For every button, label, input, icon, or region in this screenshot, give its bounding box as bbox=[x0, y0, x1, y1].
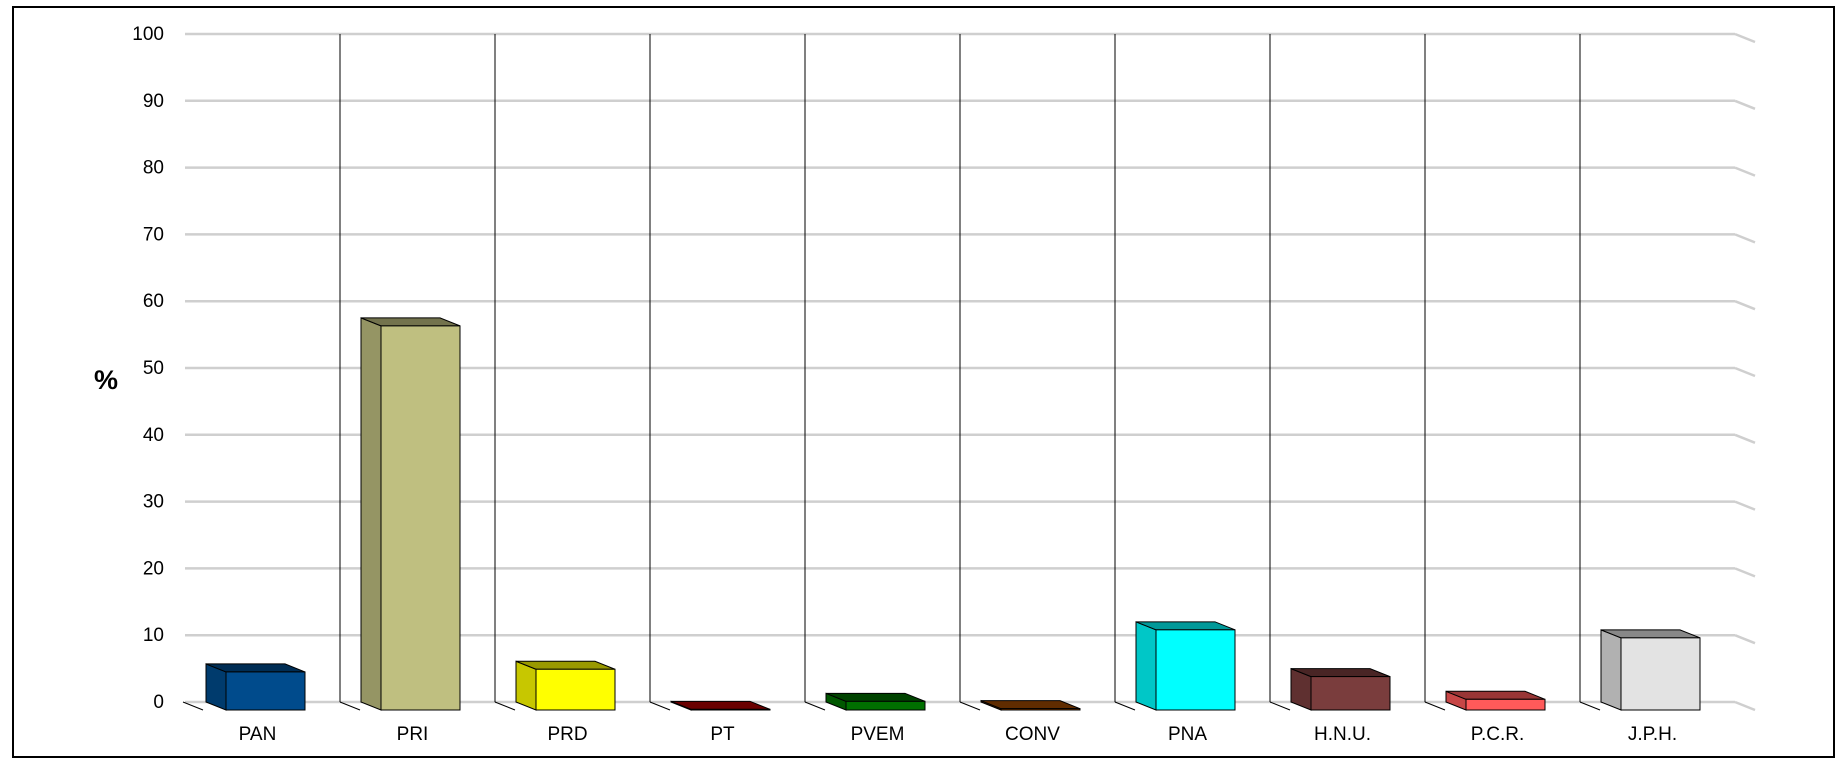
y-tick-label: 10 bbox=[143, 625, 164, 646]
y-tick-label: 70 bbox=[143, 224, 164, 245]
bar-pan bbox=[205, 663, 306, 711]
y-axis: 0 10 20 30 40 50 60 70 80 90 100 bbox=[132, 24, 164, 713]
y-tick-label: 60 bbox=[143, 291, 164, 312]
gridline-edge-80 bbox=[1734, 166, 1756, 177]
bar-front bbox=[1620, 637, 1701, 711]
bar-front bbox=[690, 708, 771, 711]
gridline-edge-70 bbox=[1734, 233, 1756, 244]
gridline-edge-90 bbox=[1734, 99, 1756, 110]
category-divider-floor bbox=[182, 701, 204, 711]
chart-frame bbox=[12, 6, 1835, 758]
gridline-edge-10 bbox=[1734, 634, 1756, 645]
gridline-edge-40 bbox=[1734, 433, 1756, 444]
y-tick-label: 20 bbox=[143, 558, 164, 579]
bar-p-c-r bbox=[1445, 690, 1546, 711]
y-tick-label: 90 bbox=[143, 91, 164, 112]
bar-front bbox=[380, 325, 461, 711]
bar-prd bbox=[515, 660, 616, 711]
y-tick-label: 50 bbox=[143, 358, 164, 379]
category-divider-floor bbox=[1579, 701, 1601, 711]
category-divider-floor bbox=[494, 701, 516, 711]
bar-pvem bbox=[825, 692, 926, 711]
category-divider-floor bbox=[1424, 701, 1446, 711]
x-tick-label: PVEM bbox=[851, 724, 905, 745]
x-axis-labels: PAN PRI PRD PT PVEM CONV PNA H.N.U. P.C.R. J.P.H. bbox=[239, 724, 1677, 745]
x-tick-label: PNA bbox=[1168, 724, 1207, 745]
bar-front bbox=[1465, 698, 1546, 711]
gridline-edge-100 bbox=[1734, 32, 1756, 44]
bar-j-p-h bbox=[1600, 629, 1701, 711]
bar-front bbox=[225, 671, 306, 711]
bar-front bbox=[1310, 676, 1391, 711]
gridline-edge-30 bbox=[1734, 500, 1756, 511]
y-tick-label: 0 bbox=[153, 692, 164, 713]
x-tick-label: PAN bbox=[239, 724, 277, 745]
x-tick-label: P.C.R. bbox=[1471, 724, 1525, 745]
category-divider-floor bbox=[649, 701, 671, 711]
x-tick-label: PRD bbox=[547, 724, 587, 745]
gridline-edge-50 bbox=[1734, 366, 1756, 378]
y-tick-label: 100 bbox=[132, 24, 164, 45]
gridline-edge-20 bbox=[1734, 567, 1756, 578]
bar-front bbox=[1000, 708, 1081, 711]
category-divider-floor bbox=[339, 701, 361, 711]
bar-side bbox=[1600, 629, 1622, 711]
y-tick-label: 30 bbox=[143, 492, 164, 513]
y-axis-label: % bbox=[94, 365, 118, 395]
bars bbox=[205, 317, 1701, 711]
bar-conv bbox=[980, 699, 1081, 711]
bar-h-n-u bbox=[1290, 667, 1391, 711]
bar-front bbox=[535, 668, 616, 711]
gridline-edge-0 bbox=[1734, 700, 1756, 712]
x-tick-label: J.P.H. bbox=[1628, 724, 1677, 745]
bar-pri bbox=[360, 317, 461, 711]
bar-pt bbox=[670, 700, 771, 711]
bar-front bbox=[845, 700, 926, 711]
category-divider-floor bbox=[804, 701, 826, 711]
y-tick-label: 40 bbox=[143, 425, 164, 446]
x-tick-label: PRI bbox=[397, 724, 429, 745]
category-divider-floor bbox=[1269, 701, 1291, 711]
category-divider-floor bbox=[959, 701, 981, 711]
bar-side bbox=[1135, 621, 1157, 711]
y-tick-label: 80 bbox=[143, 158, 164, 179]
x-tick-label: H.N.U. bbox=[1314, 724, 1371, 745]
bar-front bbox=[1155, 629, 1236, 711]
bar-pna bbox=[1135, 621, 1236, 711]
category-divider-floor bbox=[1114, 701, 1136, 711]
x-tick-label: CONV bbox=[1005, 724, 1060, 745]
bar-side bbox=[360, 317, 382, 711]
gridline-edge-60 bbox=[1734, 300, 1756, 311]
x-tick-label: PT bbox=[710, 724, 735, 745]
